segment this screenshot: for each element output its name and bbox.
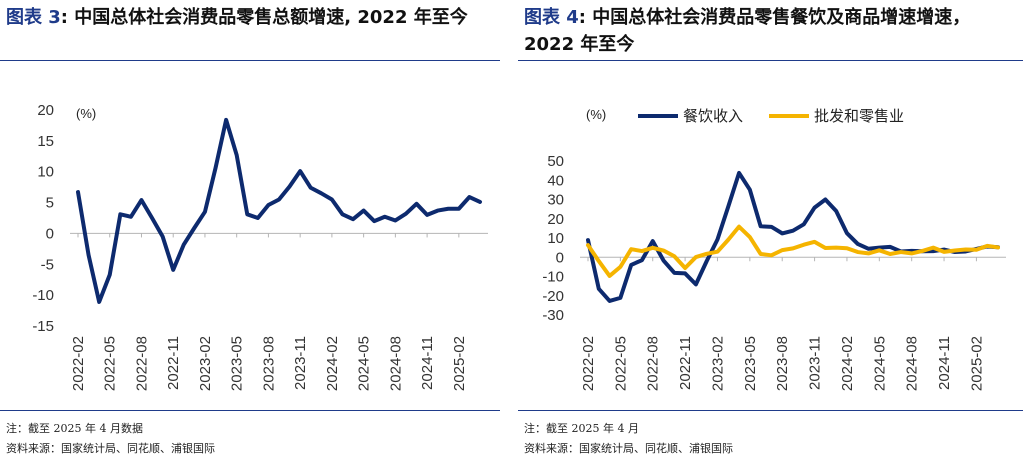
left-x-tick-label: 2022-05	[102, 336, 119, 391]
right-legend-label-2: 批发和零售业	[814, 107, 904, 125]
left-y-tick-label: 10	[37, 164, 54, 181]
left-footer-rule	[0, 410, 500, 411]
left-y-tick-label: 0	[46, 225, 54, 242]
right-chart-title: 图表 4: 中国总体社会消费品零售餐饮及商品增速增速，2022 年至今	[524, 4, 1017, 58]
left-y-tick-label: 5	[46, 195, 54, 212]
right-source: 资料来源：国家统计局、同花顺、浦银国际	[524, 442, 733, 455]
right-y-tick-label: -30	[542, 307, 564, 324]
left-y-tick-label: 15	[37, 133, 54, 150]
right-x-tick-label: 2024-02	[839, 336, 856, 391]
left-note: 注：截至 2025 年 4 月数据	[6, 422, 143, 435]
left-x-tick-label: 2022-11	[165, 336, 182, 390]
right-title-prefix: 图表 4	[524, 7, 579, 28]
left-x-tick-label: 2025-02	[451, 336, 468, 391]
left-x-tick-label: 2024-08	[387, 336, 404, 391]
right-x-tick-label: 2025-02	[968, 336, 985, 391]
right-x-tick-label: 2022-02	[580, 336, 597, 391]
left-series-line-1	[76, 117, 482, 304]
right-x-tick-label: 2023-08	[774, 336, 791, 391]
left-chart-panel: 图表 3: 中国总体社会消费品零售总额增速, 2022 年至今 (%) 20 15 1…	[0, 0, 500, 459]
right-y-tick-label: 40	[547, 172, 564, 189]
left-x-tick-label: 2022-08	[133, 336, 150, 391]
left-y-tick-label: -5	[41, 256, 54, 273]
right-x-tick-label: 2022-11	[677, 336, 694, 390]
left-chart-title: 图表 3: 中国总体社会消费品零售总额增速, 2022 年至今	[6, 4, 494, 31]
right-chart-panel: 图表 4: 中国总体社会消费品零售餐饮及商品增速增速，2022 年至今 (%) 5…	[518, 0, 1023, 459]
left-x-tick-label: 2024-05	[356, 336, 373, 391]
right-unit-label: (%)	[586, 107, 606, 122]
right-y-tick-label: 10	[547, 230, 564, 247]
left-title-text: : 中国总体社会消费品零售总额增速, 2022 年至今	[60, 7, 468, 28]
left-x-tick-label: 2023-11	[292, 336, 309, 390]
right-x-tick-label: 2024-08	[904, 336, 921, 391]
right-y-tick-label: 20	[547, 211, 564, 228]
right-y-tick-label: 30	[547, 192, 564, 209]
right-x-tick-label: 2023-05	[742, 336, 759, 391]
right-y-tick-label: -10	[542, 269, 564, 286]
right-legend-label-1: 餐饮收入	[683, 107, 743, 125]
right-x-tick-label: 2023-02	[709, 336, 726, 391]
right-x-tick-label: 2024-05	[871, 336, 888, 391]
right-y-tick-label: 50	[547, 153, 564, 170]
right-x-tick-label: 2022-08	[645, 336, 662, 391]
left-source: 资料来源：国家统计局、同花顺、浦银国际	[6, 442, 215, 455]
right-series-line-2	[586, 224, 1000, 278]
right-x-tick-label: 2024-11	[936, 336, 953, 390]
right-note: 注：截至 2025 年 4 月	[524, 422, 639, 435]
right-x-tick-label: 2022-05	[612, 336, 629, 391]
left-y-tick-label: -10	[32, 287, 54, 304]
left-x-tick-label: 2023-08	[260, 336, 277, 391]
right-x-tick-label: 2023-11	[807, 336, 824, 390]
right-y-tick-label: -20	[542, 288, 564, 305]
right-series-line-1	[586, 170, 1000, 303]
right-footer-rule	[518, 410, 1023, 411]
left-unit-label: (%)	[76, 106, 96, 121]
left-y-tick-label: 20	[37, 102, 54, 119]
right-title-rule	[518, 60, 1023, 61]
left-x-tick-label: 2023-05	[229, 336, 246, 391]
left-line-chart: (%) 20 15 10 5 0 -5 -10 -15 2022-02 2022-05 2022-08…	[32, 102, 488, 391]
left-x-tick-label: 2022-02	[70, 336, 87, 391]
right-line-chart: (%) 50 40 30 20 10 0 -10 -20 -30 2022-02 2022-05 202…	[542, 107, 1006, 391]
right-title-text: : 中国总体社会消费品零售餐饮及商品增速增速，2022 年至今	[524, 7, 971, 55]
right-y-tick-label: 0	[556, 249, 564, 266]
left-title-prefix: 图表 3	[6, 7, 61, 28]
left-y-tick-label: -15	[32, 318, 54, 335]
left-x-tick-label: 2024-11	[419, 336, 436, 390]
left-x-tick-label: 2024-02	[324, 336, 341, 391]
left-title-rule	[0, 60, 500, 61]
left-x-tick-label: 2023-02	[197, 336, 214, 391]
